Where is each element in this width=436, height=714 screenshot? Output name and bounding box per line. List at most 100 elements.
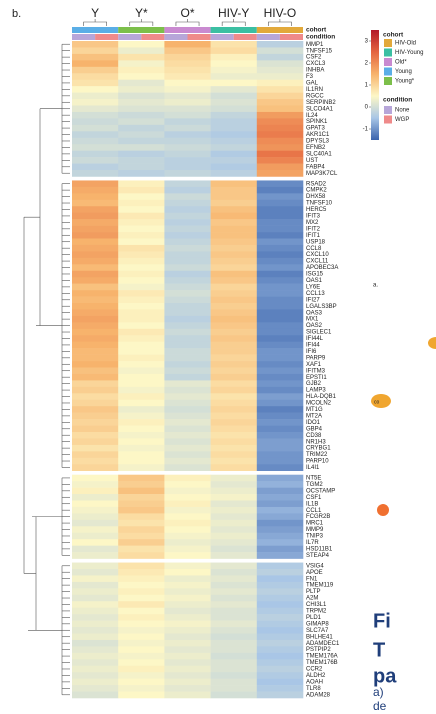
- gene-label: CHI3L1: [306, 602, 327, 608]
- heat-cell: [210, 652, 258, 660]
- heat-cell: [210, 186, 258, 194]
- gene-label: IL1B: [306, 501, 318, 507]
- heat-cell: [210, 86, 258, 93]
- heat-cell: [72, 513, 119, 521]
- heat-cell: [164, 86, 211, 93]
- heat-cell: [210, 348, 258, 355]
- node-blob: [377, 504, 389, 516]
- heat-cell: [72, 47, 119, 55]
- gene-label: GJB2: [306, 381, 322, 387]
- heat-cell: [118, 328, 165, 336]
- heat-cell: [118, 303, 165, 310]
- heat-cell: [256, 607, 304, 615]
- heat-cell: [210, 335, 258, 342]
- heat-cell: [72, 552, 119, 559]
- gene-label: IFI27: [306, 297, 320, 303]
- heat-cell: [118, 399, 165, 407]
- gene-label: IDO1: [306, 420, 321, 426]
- heat-cell: [256, 594, 304, 602]
- heat-cell: [72, 464, 119, 471]
- heat-cell: [72, 354, 119, 362]
- color-bar-tick-label: 1: [365, 83, 369, 89]
- gene-label: HLA-DQB1: [306, 394, 337, 400]
- color-bar-tick-label: 3: [365, 39, 369, 45]
- heat-cell: [256, 633, 304, 641]
- gene-label: NT5E: [306, 476, 321, 482]
- heat-cell: [210, 386, 258, 394]
- heat-cell: [164, 474, 211, 482]
- heat-cell: [164, 539, 211, 546]
- gene-label: HERC5: [306, 207, 327, 213]
- heat-cell: [164, 444, 211, 452]
- heat-cell: [256, 47, 304, 55]
- gene-label: GPAT3: [306, 126, 325, 132]
- legend-label: None: [395, 108, 410, 114]
- heat-cell: [256, 386, 304, 394]
- gene-label: CXCL3: [306, 61, 326, 67]
- gene-label: TNIP3: [306, 534, 324, 540]
- heat-cell: [210, 144, 258, 151]
- heat-cell: [118, 633, 165, 641]
- gene-label: INHBA: [306, 68, 324, 74]
- heat-cell: [256, 545, 304, 553]
- heat-cell: [164, 620, 211, 628]
- legend-swatch: [384, 115, 392, 124]
- heat-cell: [256, 678, 304, 686]
- gene-label: GIMAP8: [306, 621, 329, 627]
- heat-cell: [164, 425, 211, 433]
- heat-cell: [118, 474, 165, 482]
- heat-cell: [256, 73, 304, 80]
- condition-strip: [95, 34, 119, 40]
- heat-cell: [256, 451, 304, 459]
- heat-cell: [164, 111, 211, 119]
- heat-cell: [164, 526, 211, 534]
- column-tree: [175, 19, 200, 26]
- heat-cell: [210, 412, 258, 420]
- legend-swatch: [384, 106, 392, 114]
- column-tree: [83, 19, 107, 26]
- gene-label: NR1H3: [306, 439, 326, 445]
- heat-cell: [256, 309, 304, 317]
- heat-cell: [164, 315, 211, 323]
- heat-cell: [256, 348, 304, 355]
- heat-cell: [210, 633, 258, 641]
- gene-label: PARP9: [306, 355, 326, 361]
- heat-cell: [164, 290, 211, 297]
- gene-label: IFITM3: [306, 368, 326, 374]
- heat-cell: [256, 361, 304, 368]
- heat-cell: [118, 251, 165, 259]
- heat-cell: [164, 399, 211, 407]
- heat-cell: [72, 270, 119, 278]
- heat-cell: [164, 206, 211, 213]
- heat-cell: [164, 66, 211, 74]
- heat-cell: [118, 118, 165, 126]
- heat-cell: [210, 691, 258, 699]
- heat-cell: [72, 620, 119, 628]
- heat-cell: [72, 251, 119, 259]
- heat-cell: [72, 303, 119, 310]
- gene-label: TMEM176A: [306, 654, 338, 660]
- legend-swatch: [384, 67, 392, 76]
- heat-cell: [256, 539, 304, 546]
- heat-cell: [210, 124, 258, 132]
- heat-cell: [164, 131, 211, 139]
- heat-cell: [72, 170, 119, 177]
- heat-cell: [164, 283, 211, 291]
- heat-cell: [164, 487, 211, 495]
- heat-cell: [118, 157, 165, 164]
- heat-cell: [210, 569, 258, 576]
- heat-cell: [118, 652, 165, 660]
- heat-cell: [210, 588, 258, 596]
- legend-label: HIV-Young: [395, 50, 423, 56]
- heat-cell: [118, 150, 165, 158]
- heat-cell: [164, 652, 211, 660]
- heat-cell: [72, 386, 119, 394]
- gene-label: XAF1: [306, 362, 322, 368]
- gene-label: IFI44L: [306, 336, 324, 342]
- row-tree: [23, 108, 41, 631]
- legend-swatch: [384, 58, 392, 66]
- heat-cell: [256, 685, 304, 692]
- heat-cell: [118, 367, 165, 375]
- heat-cell: [256, 581, 304, 589]
